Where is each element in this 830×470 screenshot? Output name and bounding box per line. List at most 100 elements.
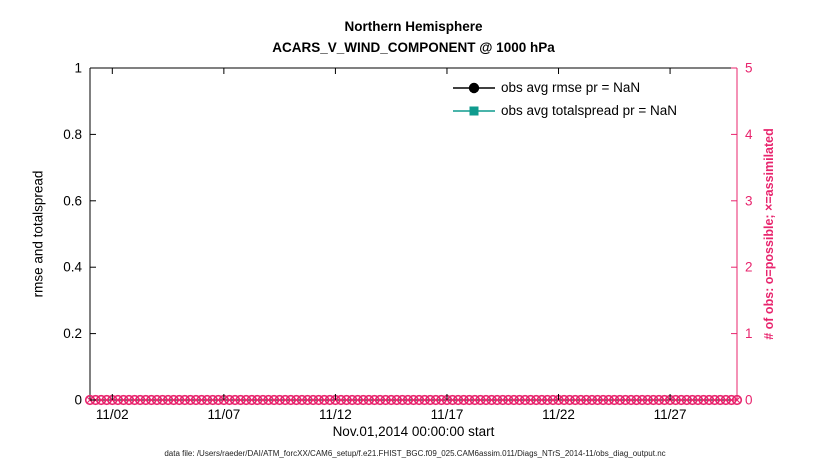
- obs-assimilated-marker: [349, 397, 356, 403]
- obs-possible-marker: [575, 394, 586, 406]
- y-left-tick-label: 0: [74, 393, 82, 408]
- obs-assimilated-marker: [215, 397, 222, 403]
- obs-possible-marker: [525, 394, 536, 406]
- x-tick-label: 11/02: [96, 407, 129, 422]
- x-tick-label: 11/17: [431, 407, 464, 422]
- obs-assimilated-marker: [271, 397, 277, 403]
- obs-assimilated-marker: [299, 397, 305, 403]
- legend: obs avg rmse pr = NaN obs avg totalsprea…: [452, 76, 677, 122]
- obs-assimilated-marker: [126, 397, 132, 403]
- obs-possible-marker: [179, 394, 190, 406]
- obs-possible-marker: [642, 394, 653, 406]
- obs-assimilated-marker: [706, 397, 712, 403]
- obs-assimilated-marker: [315, 397, 322, 403]
- y-right-tick-label: 4: [745, 127, 753, 142]
- obs-possible-marker: [168, 394, 179, 406]
- obs-assimilated-marker: [165, 397, 171, 403]
- obs-possible-marker: [586, 394, 598, 406]
- obs-possible-marker: [135, 394, 146, 406]
- obs-assimilated-marker: [644, 397, 651, 403]
- obs-assimilated-marker: [260, 397, 266, 403]
- y-axis-label-right: # of obs: o=possible; ×=assimilated: [762, 128, 776, 340]
- obs-possible-marker: [296, 394, 308, 406]
- obs-possible-marker: [536, 394, 547, 406]
- obs-possible-marker: [268, 394, 280, 406]
- obs-assimilated-marker: [466, 397, 473, 403]
- obs-assimilated-marker: [533, 397, 540, 403]
- obs-assimilated-marker: [527, 397, 534, 403]
- obs-possible-marker: [352, 394, 363, 406]
- legend-swatch-rmse: [453, 82, 495, 93]
- obs-possible-marker: [335, 394, 347, 406]
- obs-assimilated-marker: [566, 397, 573, 403]
- obs-assimilated-marker: [343, 397, 350, 403]
- obs-assimilated-marker: [276, 397, 283, 403]
- obs-possible-marker: [146, 394, 157, 406]
- obs-possible-marker: [698, 394, 709, 406]
- obs-possible-marker: [207, 394, 218, 406]
- obs-possible-marker: [408, 394, 419, 406]
- obs-possible-marker: [419, 394, 430, 406]
- obs-assimilated-marker: [561, 397, 567, 403]
- obs-possible-marker: [486, 394, 497, 406]
- obs-possible-marker: [564, 394, 575, 406]
- obs-assimilated-marker: [516, 397, 523, 403]
- obs-assimilated-marker: [310, 397, 316, 403]
- obs-assimilated-marker: [120, 397, 127, 403]
- obs-assimilated-marker: [304, 397, 311, 403]
- obs-possible-marker: [274, 394, 285, 406]
- obs-assimilated-marker: [505, 397, 512, 403]
- obs-possible-marker: [475, 394, 486, 406]
- obs-assimilated-marker: [371, 397, 378, 403]
- obs-possible-marker: [291, 394, 302, 406]
- obs-assimilated-marker: [226, 397, 233, 403]
- obs-assimilated-marker: [494, 397, 501, 403]
- obs-possible-marker: [129, 394, 140, 406]
- data-file-caption: data file: /Users/raeder/DAI/ATM_forcXX/…: [164, 449, 666, 458]
- obs-possible-marker: [374, 394, 386, 406]
- obs-assimilated-marker: [103, 397, 110, 403]
- y-right-tick-label: 1: [745, 326, 753, 341]
- obs-assimilated-marker: [187, 397, 194, 403]
- legend-item-totalspread: obs avg totalspread pr = NaN: [452, 99, 677, 122]
- obs-assimilated-marker: [326, 397, 333, 403]
- obs-assimilated-marker: [193, 397, 199, 403]
- obs-assimilated-marker: [432, 397, 439, 403]
- obs-possible-marker: [720, 394, 731, 406]
- obs-possible-marker: [319, 394, 330, 406]
- x-axis-label: Nov.01,2014 00:00:00 start: [332, 424, 495, 439]
- obs-possible-marker: [246, 394, 257, 406]
- obs-assimilated-marker: [98, 397, 105, 403]
- obs-possible-marker: [402, 394, 414, 406]
- obs-assimilated-marker: [405, 397, 411, 403]
- obs-assimilated-marker: [628, 397, 634, 403]
- obs-possible-marker: [676, 394, 687, 406]
- obs-assimilated-marker: [717, 397, 724, 403]
- obs-assimilated-marker: [377, 397, 383, 403]
- obs-assimilated-marker: [488, 397, 495, 403]
- obs-assimilated-marker: [365, 397, 372, 403]
- obs-assimilated-marker: [661, 397, 668, 403]
- obs-possible-marker: [436, 394, 447, 406]
- obs-possible-marker: [263, 394, 274, 406]
- obs-assimilated-marker: [722, 397, 729, 403]
- obs-assimilated-marker: [293, 397, 300, 403]
- obs-possible-marker: [570, 394, 581, 406]
- y-right-tick-label: 3: [745, 193, 753, 208]
- obs-possible-marker: [542, 394, 553, 406]
- obs-assimilated-marker: [449, 397, 456, 403]
- obs-assimilated-marker: [499, 397, 506, 403]
- obs-possible-marker: [118, 394, 129, 406]
- obs-possible-marker: [453, 394, 464, 406]
- obs-possible-marker: [224, 394, 235, 406]
- obs-possible-marker: [648, 394, 659, 406]
- legend-circle-marker-icon: [468, 82, 480, 93]
- obs-assimilated-marker: [460, 397, 467, 403]
- obs-assimilated-marker: [683, 397, 690, 403]
- obs-assimilated-marker: [338, 397, 344, 403]
- obs-assimilated-marker: [115, 397, 121, 403]
- obs-possible-marker: [547, 394, 559, 406]
- obs-assimilated-marker: [583, 397, 590, 403]
- y-left-tick-label: 0.4: [63, 260, 82, 275]
- obs-possible-marker: [598, 394, 609, 406]
